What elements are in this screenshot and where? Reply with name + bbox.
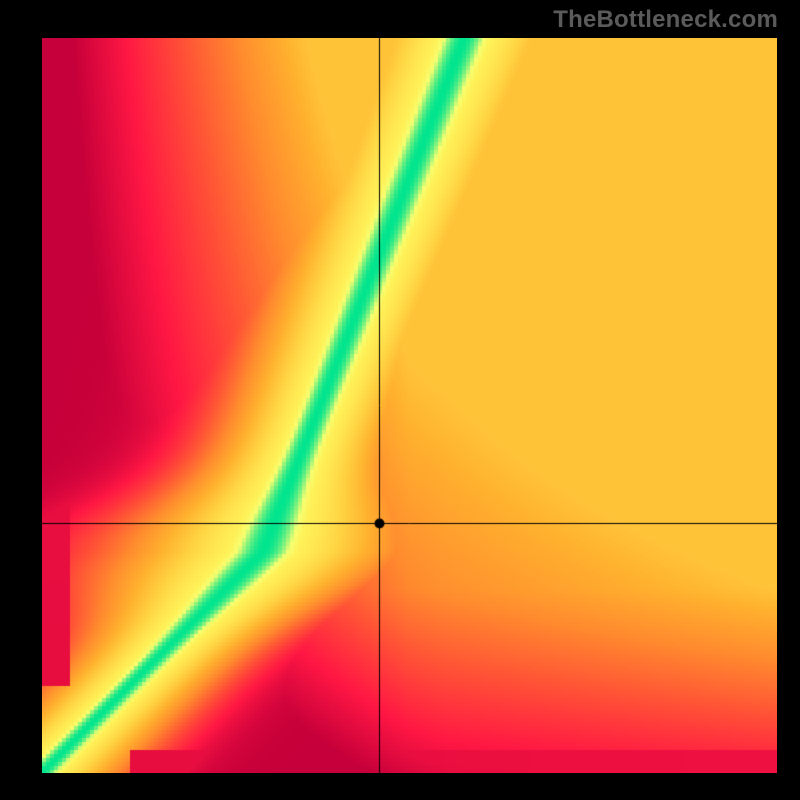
chart-container: TheBottleneck.com [0,0,800,800]
watermark-text: TheBottleneck.com [553,6,778,34]
bottleneck-heatmap [42,38,777,773]
